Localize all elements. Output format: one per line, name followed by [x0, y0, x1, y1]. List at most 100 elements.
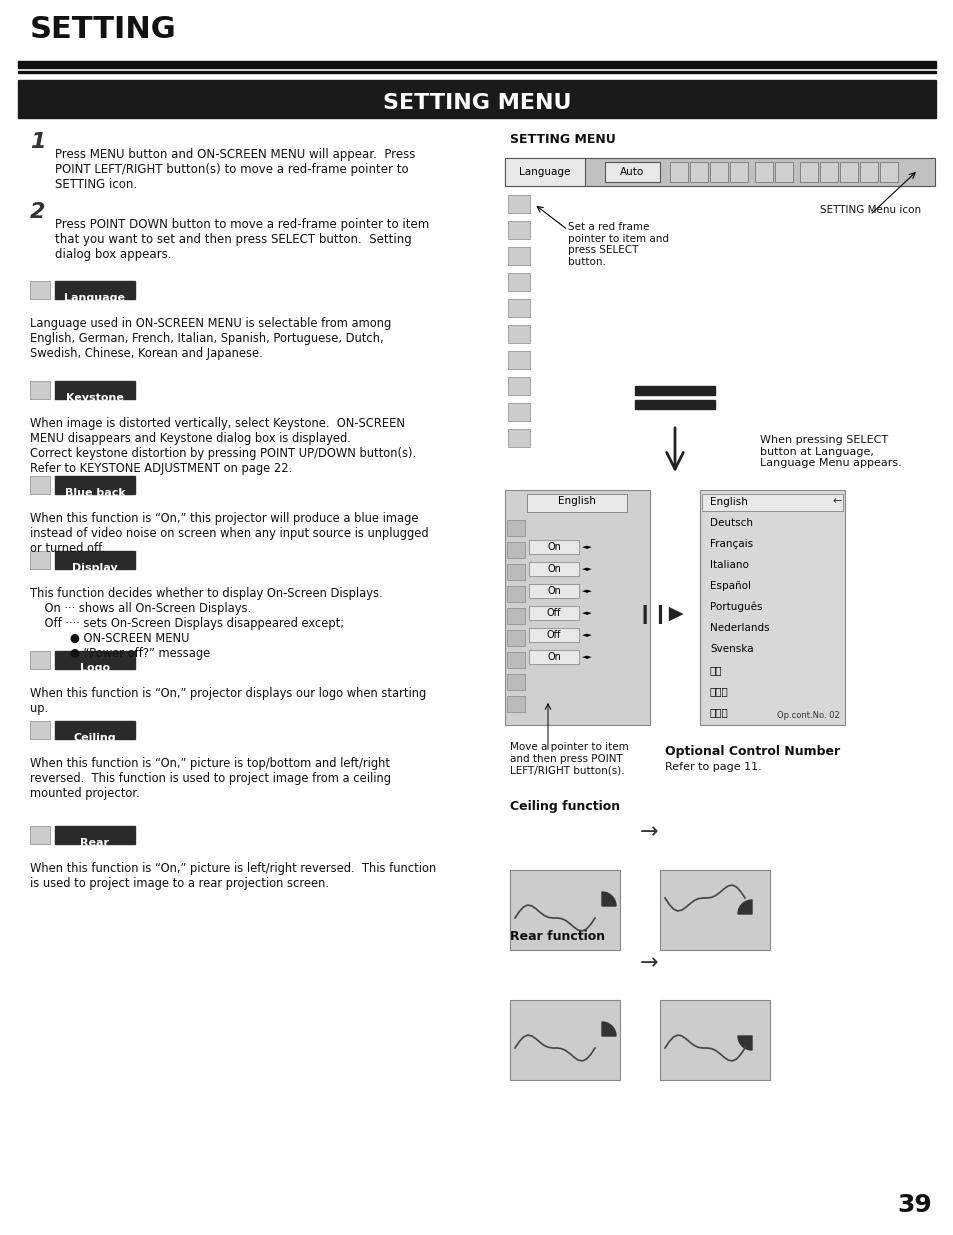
Text: On: On: [546, 542, 560, 552]
Bar: [529, 629, 578, 642]
Bar: [18, 70, 935, 73]
Bar: [529, 650, 578, 664]
Bar: [635, 400, 714, 409]
Text: On: On: [546, 585, 560, 597]
Text: 日本語: 日本語: [709, 706, 728, 718]
Bar: [507, 377, 530, 395]
Text: 39: 39: [897, 1193, 931, 1216]
Bar: [30, 475, 50, 494]
Text: Logo: Logo: [80, 663, 110, 673]
Bar: [506, 652, 524, 668]
Bar: [507, 221, 530, 240]
Bar: [700, 490, 844, 725]
Text: Keystone: Keystone: [66, 393, 124, 403]
Bar: [55, 651, 135, 669]
Bar: [30, 382, 50, 399]
Text: On: On: [546, 564, 560, 574]
Bar: [507, 325, 530, 343]
Text: SETTING MENU: SETTING MENU: [382, 93, 571, 112]
Text: Italiano: Italiano: [709, 559, 748, 571]
Bar: [689, 162, 707, 182]
Bar: [774, 162, 792, 182]
Bar: [859, 162, 877, 182]
Text: When pressing SELECT
button at Language,
Language Menu appears.: When pressing SELECT button at Language,…: [760, 435, 901, 468]
Text: ❙❙▶: ❙❙▶: [636, 605, 683, 625]
Bar: [55, 826, 135, 844]
Text: 1: 1: [30, 132, 46, 152]
Bar: [18, 61, 935, 68]
Bar: [604, 162, 659, 182]
Bar: [510, 869, 619, 950]
Bar: [507, 429, 530, 447]
Bar: [504, 158, 934, 186]
Polygon shape: [601, 892, 616, 906]
Bar: [55, 721, 135, 739]
Text: ◄►: ◄►: [581, 610, 592, 616]
Bar: [529, 584, 578, 598]
Polygon shape: [738, 1036, 751, 1050]
Text: Español: Español: [709, 580, 750, 592]
Bar: [507, 299, 530, 317]
Text: Nederlands: Nederlands: [709, 622, 769, 634]
Bar: [507, 195, 530, 212]
Text: When this function is “On,” projector displays our logo when starting
up.: When this function is “On,” projector di…: [30, 687, 426, 715]
Text: ◄►: ◄►: [581, 588, 592, 594]
Text: Blue back: Blue back: [65, 488, 125, 498]
Text: Auto: Auto: [619, 167, 643, 177]
Text: Svenska: Svenska: [709, 643, 753, 655]
Bar: [55, 551, 135, 569]
Text: Português: Português: [709, 601, 761, 613]
Text: Rear: Rear: [80, 839, 110, 848]
Bar: [879, 162, 897, 182]
Bar: [659, 1000, 769, 1079]
Bar: [506, 697, 524, 713]
Bar: [506, 608, 524, 624]
Text: Off: Off: [546, 630, 560, 640]
Text: SETTING Menu icon: SETTING Menu icon: [820, 205, 921, 215]
Text: Français: Français: [709, 538, 752, 550]
Text: On: On: [546, 652, 560, 662]
Polygon shape: [601, 1023, 616, 1036]
Text: This function decides whether to display On-Screen Displays.
    On ··· shows al: This function decides whether to display…: [30, 587, 382, 659]
Bar: [55, 282, 135, 299]
Bar: [506, 520, 524, 536]
Text: Op.cont.No. 02: Op.cont.No. 02: [777, 711, 840, 720]
Text: When this function is “On,” this projector will produce a blue image
instead of : When this function is “On,” this project…: [30, 513, 428, 555]
Text: English: English: [709, 496, 747, 508]
Bar: [506, 564, 524, 580]
Bar: [729, 162, 747, 182]
Text: When this function is “On,” picture is left/right reversed.  This function
is us: When this function is “On,” picture is l…: [30, 862, 436, 890]
Bar: [635, 387, 714, 395]
Bar: [709, 162, 727, 182]
Text: When this function is “On,” picture is top/bottom and left/right
reversed.  This: When this function is “On,” picture is t…: [30, 757, 391, 800]
Bar: [55, 382, 135, 399]
Bar: [659, 869, 769, 950]
Bar: [669, 162, 687, 182]
Text: ◄►: ◄►: [581, 655, 592, 659]
Bar: [526, 494, 626, 513]
Text: ◄►: ◄►: [581, 543, 592, 550]
Bar: [800, 162, 817, 182]
Polygon shape: [738, 900, 751, 914]
Text: →: →: [639, 953, 658, 973]
Text: Press POINT DOWN button to move a red-frame pointer to item
that you want to set: Press POINT DOWN button to move a red-fr…: [55, 219, 429, 261]
Bar: [506, 585, 524, 601]
Bar: [506, 674, 524, 690]
Text: Press MENU button and ON-SCREEN MENU will appear.  Press
POINT LEFT/RIGHT button: Press MENU button and ON-SCREEN MENU wil…: [55, 148, 415, 191]
Bar: [30, 651, 50, 669]
Text: Rear function: Rear function: [510, 930, 604, 944]
Bar: [30, 826, 50, 844]
Text: Optional Control Number: Optional Control Number: [664, 745, 840, 758]
Bar: [30, 721, 50, 739]
Bar: [510, 1000, 619, 1079]
Text: Ceiling function: Ceiling function: [510, 800, 619, 813]
Text: Deutsch: Deutsch: [709, 517, 752, 529]
Text: Language: Language: [65, 293, 126, 303]
Text: When image is distorted vertically, select Keystone.  ON-SCREEN
MENU disappears : When image is distorted vertically, sele…: [30, 417, 416, 475]
Text: ←: ←: [831, 496, 841, 506]
Text: 中文: 中文: [709, 664, 721, 676]
Bar: [820, 162, 837, 182]
Bar: [507, 247, 530, 266]
Text: Off: Off: [546, 608, 560, 618]
Bar: [507, 403, 530, 421]
